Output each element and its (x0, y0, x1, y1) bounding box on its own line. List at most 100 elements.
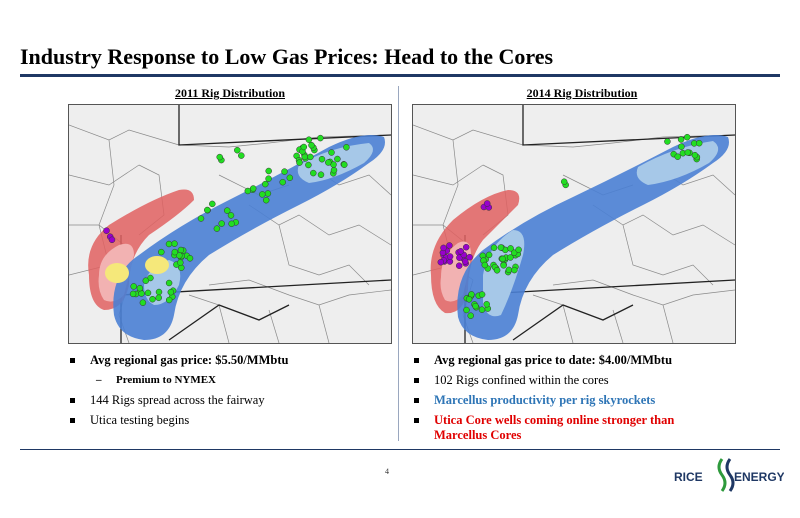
rig-marker (279, 178, 286, 186)
rig-marker (437, 258, 445, 266)
rig-marker (507, 245, 514, 252)
rig-marker (490, 244, 498, 251)
rig-marker (307, 153, 314, 161)
rig-marker (249, 185, 257, 192)
rig-marker (499, 255, 506, 263)
right-bullet-2: 102 Rigs confined within the cores (412, 373, 772, 388)
rig-marker (684, 149, 692, 156)
rig-marker (341, 161, 348, 168)
left-bullet-2: 144 Rigs spread across the fairway (68, 393, 388, 408)
rig-marker (462, 243, 470, 251)
right-bullet-1: Avg regional gas price to date: $4.00/MM… (412, 353, 772, 368)
rig-marker (485, 251, 493, 259)
map-2011 (68, 104, 392, 344)
rig-marker (158, 248, 165, 256)
logo-left-word: RICE (674, 470, 703, 484)
rig-marker (481, 261, 489, 269)
rig-marker (176, 252, 183, 259)
rig-marker (144, 289, 152, 297)
rig-marker (334, 155, 341, 163)
rig-marker (455, 262, 463, 269)
rig-marker (171, 248, 179, 256)
left-map-heading: 2011 Rig Distribution (174, 86, 285, 100)
rig-marker (461, 258, 469, 265)
rig-marker (130, 283, 137, 290)
rig-marker (515, 246, 522, 254)
rig-marker (209, 200, 216, 208)
rig-marker (244, 187, 252, 195)
rig-marker (560, 178, 568, 185)
rig-marker (463, 306, 470, 314)
rig-marker (683, 133, 691, 141)
rig-marker (155, 288, 163, 296)
footer-rule (20, 449, 780, 450)
rig-marker (664, 138, 671, 145)
rig-marker (466, 253, 473, 261)
rig-marker (500, 262, 507, 269)
rig-marker (177, 246, 185, 254)
rig-marker (467, 312, 474, 319)
rig-marker (165, 240, 173, 248)
left-subbullet-1: – Premium to NYMEX (96, 374, 216, 386)
rig-marker (165, 296, 173, 304)
rig-marker (213, 225, 221, 232)
rig-marker (259, 191, 266, 198)
rig-marker (465, 296, 473, 303)
rig-marker (318, 155, 326, 163)
rig-marker (330, 166, 338, 174)
rig-marker (317, 171, 325, 178)
page-number: 4 (385, 467, 389, 476)
rig-marker (483, 200, 491, 207)
rig-marker (171, 240, 178, 247)
rig-marker (472, 302, 479, 310)
rig-marker (310, 169, 317, 177)
rig-marker (674, 153, 681, 160)
rig-marker (446, 253, 454, 260)
right-map-heading: 2014 Rig Distribution (526, 86, 638, 100)
rig-marker (228, 220, 235, 228)
rig-marker (325, 159, 332, 166)
rig-marker (265, 167, 272, 175)
rig-marker (167, 288, 175, 296)
rig-marker (265, 175, 272, 182)
rig-marker (142, 277, 150, 284)
rig-marker (510, 249, 518, 256)
slide-title: Industry Response to Low Gas Prices: Hea… (20, 44, 554, 69)
rig-marker (197, 215, 205, 222)
map-2014 (412, 104, 736, 344)
left-bullets: Avg regional gas price: $5.50/MMbtu – Pre… (68, 353, 388, 433)
rig-marker (308, 141, 315, 149)
rig-marker (108, 236, 116, 244)
rig-marker (262, 180, 269, 188)
rig-marker (507, 254, 514, 261)
rig-marker (136, 284, 144, 292)
rig-marker (155, 294, 162, 302)
rig-marker (301, 153, 308, 161)
rig-marker (505, 266, 513, 274)
rig-marker (216, 153, 223, 161)
rig-marker (139, 299, 147, 306)
rig-marker (328, 149, 335, 156)
title-rule (20, 74, 780, 77)
rig-marker (305, 136, 313, 143)
rig-marker (305, 161, 312, 169)
rig-marker (296, 159, 303, 166)
rice-energy-logo: RICE ENERGY (672, 455, 785, 495)
rig-marker (129, 290, 137, 298)
rig-marker (446, 242, 453, 249)
logo-right-word: ENERGY (734, 470, 784, 484)
rig-marker (695, 139, 703, 147)
rig-marker (343, 144, 350, 151)
right-bullet-3: Marcellus productivity per rig skyrocket… (412, 393, 772, 408)
left-bullet-3: Utica testing begins (68, 413, 388, 428)
rig-marker (511, 266, 518, 274)
rig-marker (691, 151, 699, 159)
rig-marker (483, 301, 490, 308)
rig-marker (281, 168, 288, 175)
rig-marker (165, 279, 173, 287)
rig-marker (317, 134, 324, 142)
left-bullet-1: Avg regional gas price: $5.50/MMbtu (68, 353, 388, 368)
rig-marker (262, 196, 270, 204)
rig-marker (440, 244, 447, 252)
rig-marker (204, 206, 211, 214)
